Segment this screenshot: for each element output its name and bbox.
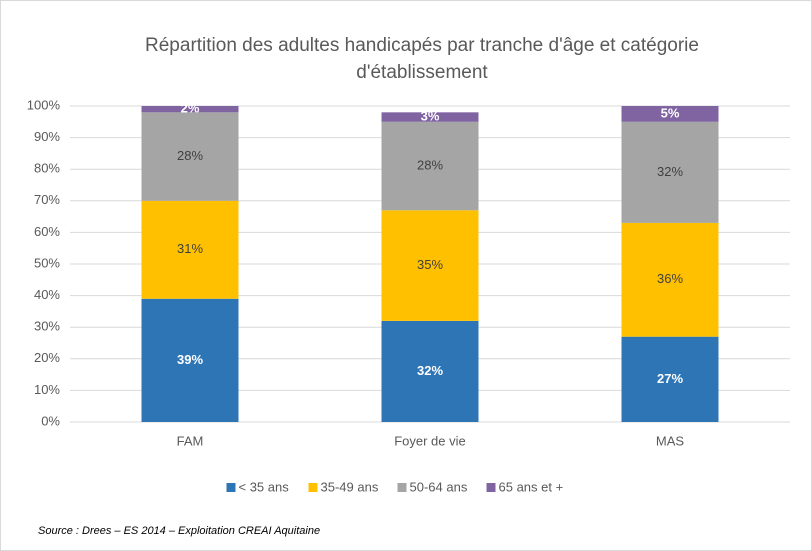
data-label: 3% bbox=[421, 108, 440, 123]
y-tick-label: 40% bbox=[34, 287, 60, 302]
legend-label: < 35 ans bbox=[239, 479, 290, 494]
data-label: 32% bbox=[417, 363, 443, 378]
legend-swatch bbox=[308, 483, 318, 492]
y-tick-label: 100% bbox=[27, 97, 61, 112]
x-tick-label: FAM bbox=[177, 433, 204, 448]
data-label: 31% bbox=[177, 241, 203, 256]
bar-segment bbox=[141, 200, 239, 299]
y-tick-label: 30% bbox=[34, 319, 60, 334]
data-label: 39% bbox=[177, 352, 203, 367]
legend-swatch bbox=[226, 483, 236, 492]
legend-label: 50-64 ans bbox=[410, 479, 468, 494]
bar-segment bbox=[621, 222, 719, 337]
bar-segment bbox=[141, 106, 239, 113]
x-tick-label: Foyer de vie bbox=[394, 433, 466, 448]
legend-label: 65 ans et + bbox=[499, 479, 564, 494]
legend-swatch bbox=[397, 483, 407, 492]
bar-segment bbox=[141, 112, 239, 201]
bar-segment bbox=[621, 106, 719, 122]
chart-title: d'établissement bbox=[356, 62, 488, 83]
y-tick-label: 90% bbox=[34, 129, 60, 144]
bar-segment bbox=[621, 121, 719, 223]
y-tick-label: 20% bbox=[34, 350, 60, 365]
data-label: 28% bbox=[417, 157, 443, 172]
y-tick-label: 70% bbox=[34, 192, 60, 207]
data-label: 32% bbox=[657, 164, 683, 179]
data-label: 36% bbox=[657, 271, 683, 286]
chart-title: Répartition des adultes handicapés par t… bbox=[145, 35, 699, 56]
bar-segment bbox=[381, 320, 479, 422]
bar-segment bbox=[621, 336, 719, 422]
data-label: 35% bbox=[417, 257, 443, 272]
data-label: 27% bbox=[657, 371, 683, 386]
bar-segment bbox=[141, 298, 239, 422]
y-tick-label: 60% bbox=[34, 224, 60, 239]
x-tick-label: MAS bbox=[656, 433, 685, 448]
bar-segment bbox=[381, 112, 479, 122]
source-note: Source : Drees – ES 2014 – Exploitation … bbox=[38, 525, 320, 537]
y-tick-label: 10% bbox=[34, 382, 60, 397]
data-label: 28% bbox=[177, 148, 203, 163]
data-label: 5% bbox=[661, 105, 680, 120]
legend-swatch bbox=[486, 483, 496, 492]
y-tick-label: 0% bbox=[41, 413, 60, 428]
data-label: 2% bbox=[181, 101, 200, 116]
bar-segment bbox=[381, 121, 479, 211]
y-tick-label: 50% bbox=[34, 255, 60, 270]
y-tick-label: 80% bbox=[34, 161, 60, 176]
bar-segment bbox=[381, 210, 479, 321]
legend-label: 35-49 ans bbox=[321, 479, 379, 494]
